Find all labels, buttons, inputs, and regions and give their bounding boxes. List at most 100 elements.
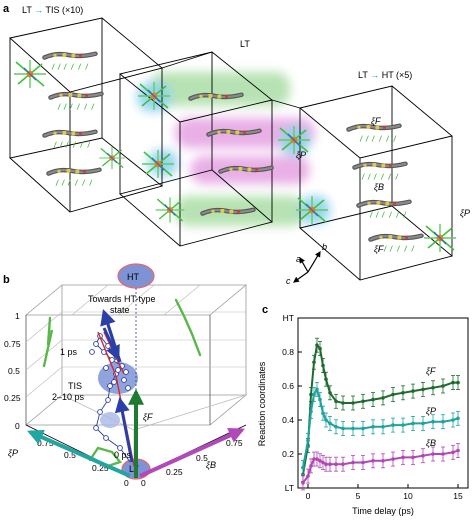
data-point: [301, 465, 305, 470]
panel-b-label: b: [3, 274, 10, 286]
data-point: [421, 387, 425, 392]
data-point: [309, 392, 313, 397]
data-point: [456, 416, 460, 421]
x-tick-label: 5: [356, 491, 361, 501]
data-point: [318, 397, 322, 402]
data-point: [324, 418, 328, 422]
xi-f-axis-label: ξF: [143, 412, 153, 422]
data-point: [371, 459, 375, 463]
data-point: [421, 453, 425, 458]
tick-b-075: 0.75: [226, 438, 243, 448]
data-point: [312, 457, 316, 461]
data-point: [351, 401, 355, 405]
panel-c-label: c: [262, 304, 268, 316]
tick-b-025: 0.25: [166, 467, 183, 477]
data-point: [318, 459, 322, 463]
panel-b: b: [3, 263, 248, 488]
y-tick-label: 0.2: [282, 449, 294, 459]
panel-c: c Reaction coordinates Time delay (ps) L…: [257, 304, 469, 516]
chart-plot: [301, 337, 460, 491]
data-point: [321, 363, 325, 368]
axis-b: b: [322, 242, 327, 252]
tick-v-05: 0.5: [8, 366, 20, 376]
tick-p-0: 0: [124, 478, 129, 488]
xi-p-label: ξP: [296, 150, 306, 160]
xi-p-edge-label: ξP: [460, 208, 470, 218]
xi-p-axis-label: ξP: [8, 448, 18, 458]
series-0: [301, 337, 460, 482]
tick-v-025: 0.25: [4, 393, 21, 403]
data-point: [451, 380, 455, 385]
data-point: [391, 423, 395, 427]
chart-axes: LT 0.2 0.4 0.6 0.8 HT 0 5 10 15: [282, 313, 463, 501]
title-lt: LT: [240, 39, 250, 49]
data-point: [318, 346, 322, 351]
data-point: [401, 391, 405, 395]
tick-p-05: 0.5: [64, 450, 76, 460]
data-point: [456, 380, 460, 385]
axis-a: a: [296, 254, 301, 264]
data-point: [328, 462, 332, 467]
data-point: [441, 419, 445, 424]
data-point: [451, 450, 455, 455]
crystal-axes: [293, 250, 321, 283]
data-point: [391, 392, 395, 397]
data-point: [371, 397, 375, 402]
data-point: [361, 460, 365, 465]
towards-ht-line1: Towards HT-type: [88, 294, 156, 304]
data-point: [315, 457, 319, 461]
data-point: [321, 411, 325, 416]
mid-blob: [100, 412, 120, 428]
y-tick-label: LT: [285, 483, 294, 493]
data-point: [334, 425, 338, 429]
tick-p-025: 0.25: [92, 463, 109, 473]
data-point: [324, 377, 328, 382]
trajectory-points: [89, 333, 131, 451]
data-point: [401, 423, 405, 427]
data-point: [431, 385, 435, 390]
data-point: [381, 459, 385, 463]
series-label-xi-p: ξP: [426, 406, 436, 416]
y-tick-label: 0.4: [282, 415, 294, 425]
y-axis-title: Reaction coordinates: [257, 361, 267, 446]
data-point: [315, 387, 319, 392]
tick-v-075: 0.75: [4, 339, 21, 349]
data-point: [401, 455, 405, 460]
plot-frame: [297, 317, 469, 489]
data-point: [341, 462, 345, 467]
data-point: [312, 360, 316, 365]
data-point: [321, 460, 325, 465]
y-tick-label: 0.6: [282, 381, 294, 391]
panel-a-label: a: [3, 3, 10, 15]
y-tick-label: HT: [283, 313, 294, 323]
data-point: [371, 425, 375, 429]
data-point: [328, 391, 332, 395]
tick-b-0: 0: [141, 478, 146, 488]
xi-f-label-1: ξF: [371, 116, 381, 126]
data-point: [328, 421, 332, 426]
data-point: [411, 389, 415, 393]
series-2: [301, 443, 460, 491]
unit-cell-wireframes: [9, 17, 453, 281]
x-axis-title: Time delay (ps): [352, 506, 414, 516]
tick-b-05: 0.5: [196, 453, 208, 463]
x-tick-label: 0: [306, 491, 311, 501]
series-label-xi-f: ξF: [426, 366, 436, 376]
data-point: [431, 419, 435, 424]
arrow-lt-to-tis: [114, 397, 134, 463]
x-tick-label: 15: [453, 491, 463, 501]
data-point: [341, 426, 345, 431]
ht-label: HT: [127, 272, 139, 282]
data-point: [306, 438, 310, 443]
towards-ht-line2: state: [110, 305, 130, 315]
label-tis: TIS: [68, 381, 82, 391]
x-tick-label: 10: [403, 491, 413, 501]
green-projections: [42, 298, 202, 468]
data-point: [341, 401, 345, 405]
data-point: [334, 399, 338, 404]
data-point: [309, 464, 313, 468]
xi-b-label: ξB: [374, 182, 384, 192]
xi-p-axis-arrow: [27, 429, 131, 478]
data-point: [411, 455, 415, 460]
